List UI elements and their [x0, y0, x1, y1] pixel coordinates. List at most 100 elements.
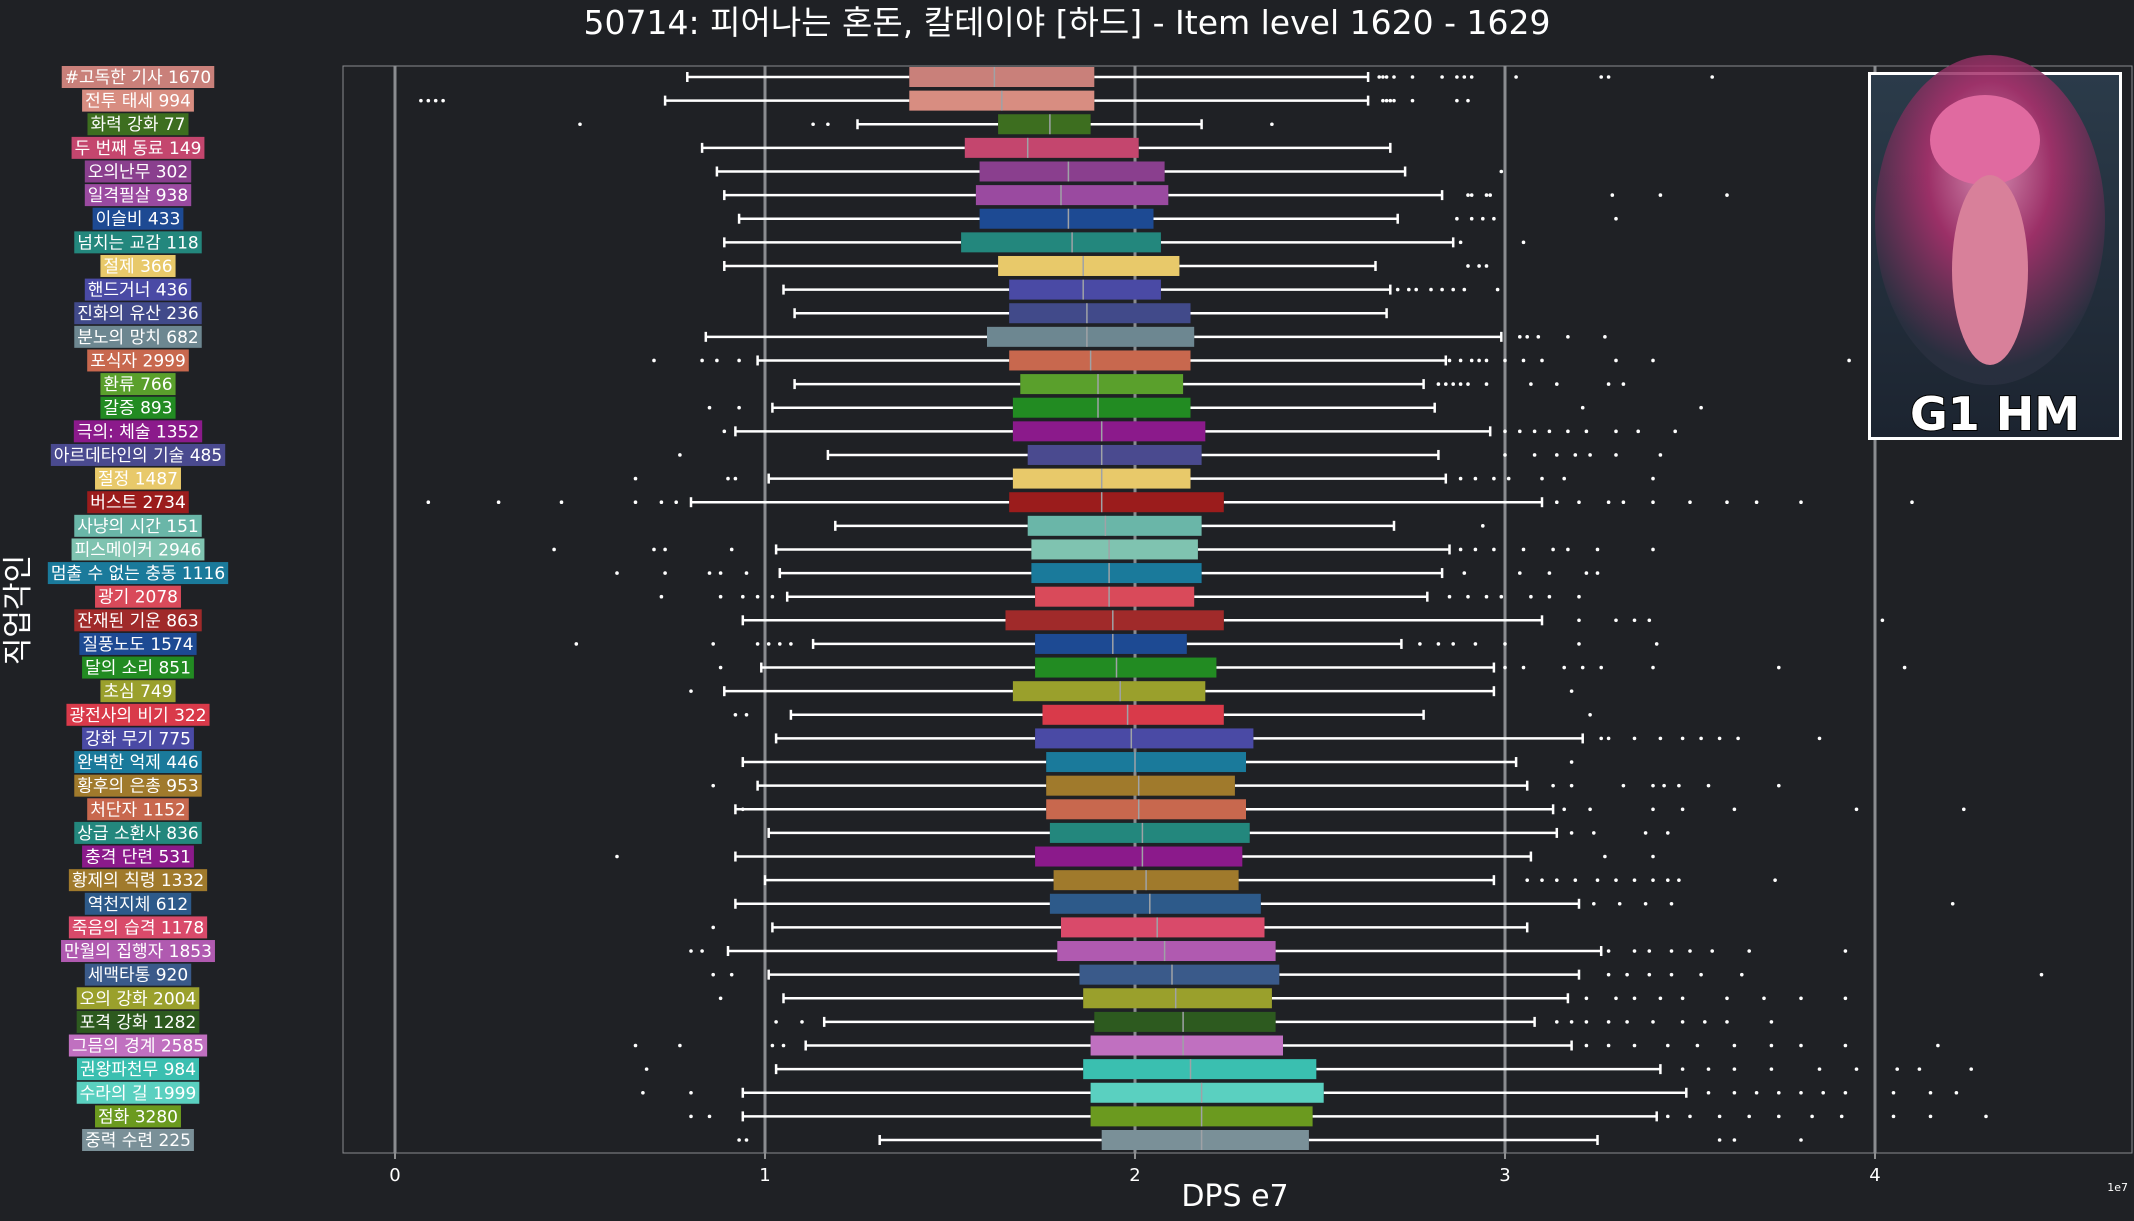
outlier-point — [1503, 665, 1507, 670]
outlier-point — [1643, 901, 1648, 906]
category-label-text: #고독한 기사 1670 — [65, 68, 212, 88]
outlier-point — [1680, 996, 1685, 1001]
box-row-27 — [733, 704, 1592, 725]
outlier-point — [426, 98, 431, 103]
category-label-1: 전투 태세 994 — [82, 89, 194, 112]
outlier-point — [1562, 807, 1566, 812]
box-row-28 — [774, 728, 1822, 749]
category-label-background — [76, 987, 200, 1010]
box-row-2 — [578, 114, 1274, 135]
category-label-background — [74, 751, 202, 774]
outlier-point — [1962, 807, 1966, 812]
outlier-point — [641, 1090, 645, 1095]
outlier-point — [1673, 429, 1677, 434]
category-label-text: 질풍노도 1574 — [82, 635, 193, 655]
outlier-point — [741, 594, 745, 599]
outlier-point — [1455, 75, 1459, 79]
outlier-point — [1839, 1114, 1844, 1119]
outlier-point — [1736, 736, 1740, 741]
outlier-point — [689, 1114, 693, 1119]
outlier-point — [700, 358, 704, 363]
outlier-point — [1573, 878, 1578, 882]
category-label-3: 두 번째 동료 149 — [71, 136, 205, 159]
category-label-29: 완벽한 억제 446 — [74, 751, 202, 774]
outlier-point — [1651, 665, 1655, 670]
outlier-point — [1666, 1043, 1670, 1048]
outlier-point — [1606, 382, 1611, 386]
box — [1057, 941, 1276, 962]
box — [1042, 704, 1224, 725]
outlier-point — [426, 500, 431, 505]
box-row-38 — [711, 964, 2044, 985]
outlier-point — [1762, 996, 1766, 1001]
outlier-point — [1580, 405, 1585, 410]
outlier-point — [707, 1114, 712, 1119]
outlier-point — [770, 594, 775, 599]
outlier-point — [1536, 335, 1541, 339]
outlier-point — [1410, 98, 1415, 103]
outlier-point — [1740, 972, 1744, 977]
outlier-point — [1532, 453, 1537, 457]
outlier-point — [1455, 216, 1459, 221]
outlier-point — [1466, 594, 1470, 599]
outlier-point — [1651, 783, 1655, 788]
outlier-point — [1458, 476, 1463, 481]
outlier-point — [733, 476, 738, 481]
box — [1046, 799, 1246, 820]
outlier-point — [1928, 1114, 1933, 1119]
outlier-point — [689, 949, 693, 953]
x-tick-label-3: 3 — [1499, 1165, 1510, 1186]
boss-badge: G1 HM — [1868, 55, 2122, 442]
category-label-text: 오의난무 302 — [88, 162, 188, 182]
box — [1027, 515, 1202, 536]
outlier-point — [1699, 972, 1703, 977]
outlier-point — [755, 642, 760, 646]
outlier-point — [419, 98, 423, 103]
outlier-point — [1799, 996, 1803, 1001]
category-label-background — [74, 514, 202, 537]
outlier-point — [1466, 193, 1470, 197]
x-tick-labels: 0 1 2 3 4 — [389, 1165, 1880, 1186]
outlier-point — [1540, 358, 1544, 363]
outlier-point — [1410, 75, 1415, 79]
outlier-point — [1843, 949, 1848, 953]
category-label-4: 오의난무 302 — [84, 160, 192, 183]
outlier-point — [663, 571, 667, 575]
outlier-point — [1614, 878, 1618, 882]
category-label-text: 갈증 893 — [103, 399, 172, 419]
outlier-point — [729, 972, 734, 977]
box-row-45 — [737, 1130, 1803, 1150]
outlier-point — [1569, 1020, 1574, 1024]
outlier-point — [633, 476, 638, 481]
outlier-point — [678, 453, 682, 457]
outlier-point — [1532, 429, 1537, 434]
category-label-text: 강화 무기 775 — [85, 729, 191, 749]
box — [1020, 374, 1184, 395]
outlier-point — [1603, 854, 1607, 859]
outlier-point — [1621, 500, 1626, 505]
outlier-point — [1562, 665, 1566, 670]
outlier-point — [1488, 193, 1492, 197]
outlier-point — [1954, 1090, 1959, 1095]
outlier-point — [1606, 1043, 1611, 1048]
category-label-background — [66, 703, 210, 726]
outlier-point — [1499, 594, 1504, 599]
box-row-36 — [711, 917, 1529, 938]
outlier-point — [1773, 878, 1777, 882]
outlier-point — [1706, 1067, 1711, 1071]
box — [1009, 492, 1224, 513]
outlier-point — [1669, 949, 1674, 953]
box — [1027, 444, 1202, 465]
outlier-point — [1569, 689, 1574, 693]
outlier-point — [1540, 476, 1544, 481]
outlier-point — [633, 500, 638, 505]
category-label-background — [100, 396, 176, 419]
outlier-point — [1699, 736, 1703, 741]
outlier-point — [1584, 429, 1589, 434]
outlier-point — [1414, 287, 1418, 292]
box — [909, 67, 1095, 87]
category-label-text: 피스메이커 2946 — [75, 540, 202, 560]
outlier-point — [1584, 1043, 1589, 1048]
category-label-background — [84, 278, 192, 301]
